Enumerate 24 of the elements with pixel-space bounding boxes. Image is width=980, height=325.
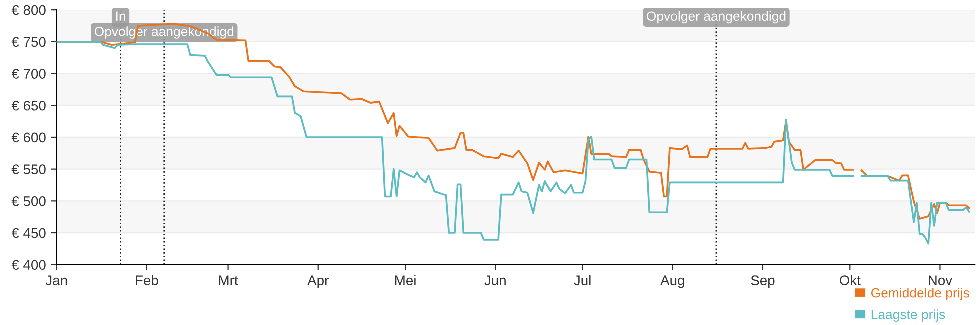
x-tick-label: Okt (840, 275, 861, 286)
y-tick-label: € 650 (12, 100, 46, 111)
x-tick-label: Mrt (219, 276, 238, 286)
y-tick-label: € 800 (12, 5, 46, 16)
x-tick-label: Feb (136, 275, 158, 286)
ref-line-label: In (116, 12, 126, 21)
x-tick-label: Sep (751, 276, 775, 288)
ref-line-label: Opvolger aangekondigd (647, 11, 786, 24)
x-tick-label: Jan (46, 276, 68, 286)
legend-label: Gemiddelde prijs (871, 288, 970, 300)
y-tick-label: € 550 (12, 164, 46, 174)
y-tick-label: € 400 (12, 260, 46, 270)
y-tick-label: € 600 (12, 132, 46, 143)
x-tick-label: Nov (929, 276, 953, 286)
x-tick-label: Jun (484, 276, 506, 286)
x-tick-label: Aug (660, 276, 684, 288)
y-tick-label: € 450 (12, 228, 46, 238)
legend-label: Laagste prijs (872, 310, 946, 322)
y-tick-label: € 750 (12, 37, 46, 48)
x-tick-label: Jul (574, 275, 591, 286)
y-tick-label: € 700 (12, 69, 46, 79)
x-tick-label: Mei (395, 275, 416, 286)
y-tick-label: € 500 (12, 196, 46, 206)
x-tick-label: Apr (308, 276, 329, 288)
